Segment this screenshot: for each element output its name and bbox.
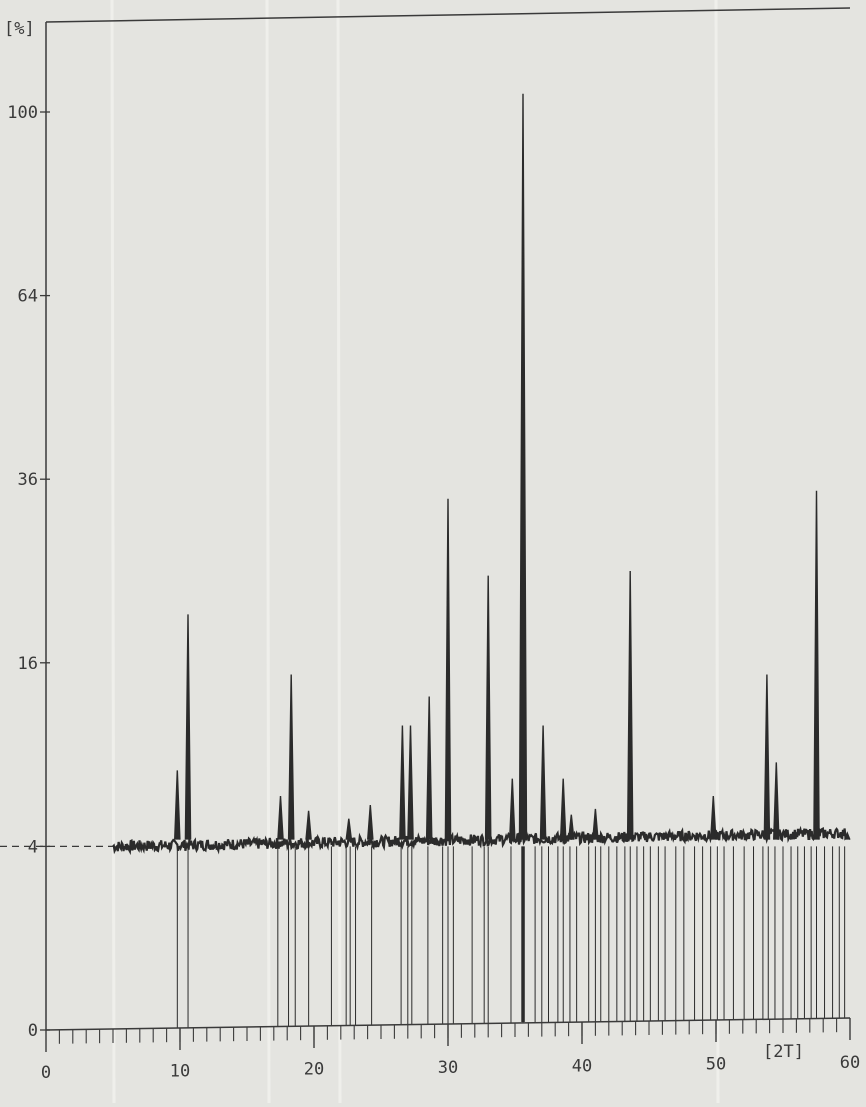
y-tick-label: 16 xyxy=(18,654,38,674)
peak-mark xyxy=(509,778,516,840)
peak-mark xyxy=(407,725,414,840)
peak-mark xyxy=(568,814,575,840)
peak-mark xyxy=(444,498,452,840)
peak-mark xyxy=(399,725,406,840)
y-tick-label: 36 xyxy=(18,470,38,490)
y-tick-label: 100 xyxy=(7,103,38,123)
peak-mark xyxy=(425,696,433,840)
x-tick-label: 10 xyxy=(170,1061,190,1081)
axis-labels: [%] [2T] xyxy=(4,19,804,1062)
peak-mark xyxy=(763,674,771,840)
peak-mark xyxy=(559,778,567,840)
x-tick-label: 40 xyxy=(572,1056,592,1076)
peak-mark xyxy=(287,674,295,840)
x-tick-label: 50 xyxy=(706,1055,726,1075)
peak-mark xyxy=(773,762,780,840)
peak-mark xyxy=(518,93,528,840)
peak-mark xyxy=(626,570,634,840)
y-tick-label: 0 xyxy=(28,1021,38,1041)
peak-mark xyxy=(174,770,181,840)
reference-lines xyxy=(176,846,846,1029)
x-tick-label: 20 xyxy=(304,1060,324,1080)
paper-streak xyxy=(336,0,342,1104)
peak-mark xyxy=(184,614,192,840)
x-tick-label: 30 xyxy=(438,1058,458,1078)
peak-mark xyxy=(539,725,547,840)
series-layer xyxy=(112,93,851,856)
peak-mark xyxy=(305,810,312,840)
peak-mark xyxy=(367,805,374,840)
y-axis-unit-label: [%] xyxy=(4,19,35,39)
peak-mark xyxy=(813,490,820,840)
peak-mark xyxy=(345,818,353,840)
series-background-trace xyxy=(112,825,848,856)
paper-streak xyxy=(110,0,116,1104)
y-tick-label: 4 xyxy=(28,837,38,857)
top-border xyxy=(45,7,851,23)
paper-streak xyxy=(265,0,271,1104)
x-tick-label: 60 xyxy=(840,1053,860,1073)
peak-mark xyxy=(592,808,599,840)
peak-mark xyxy=(844,831,851,840)
y-tick-label: 64 xyxy=(18,287,38,307)
x-tick-label: 0 xyxy=(41,1063,51,1083)
x-axis-unit-label: [2T] xyxy=(763,1042,804,1062)
peak-mark xyxy=(277,795,284,840)
axes: 0 4 16 36 64 100 0 10 20 30 40 50 60 xyxy=(7,22,860,1083)
peak-mark xyxy=(484,575,492,840)
peak-mark xyxy=(710,795,717,840)
